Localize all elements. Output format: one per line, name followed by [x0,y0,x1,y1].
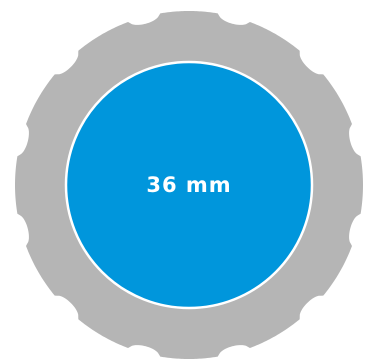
size-label: 36 mm [146,173,231,197]
inner-disc [64,60,314,310]
